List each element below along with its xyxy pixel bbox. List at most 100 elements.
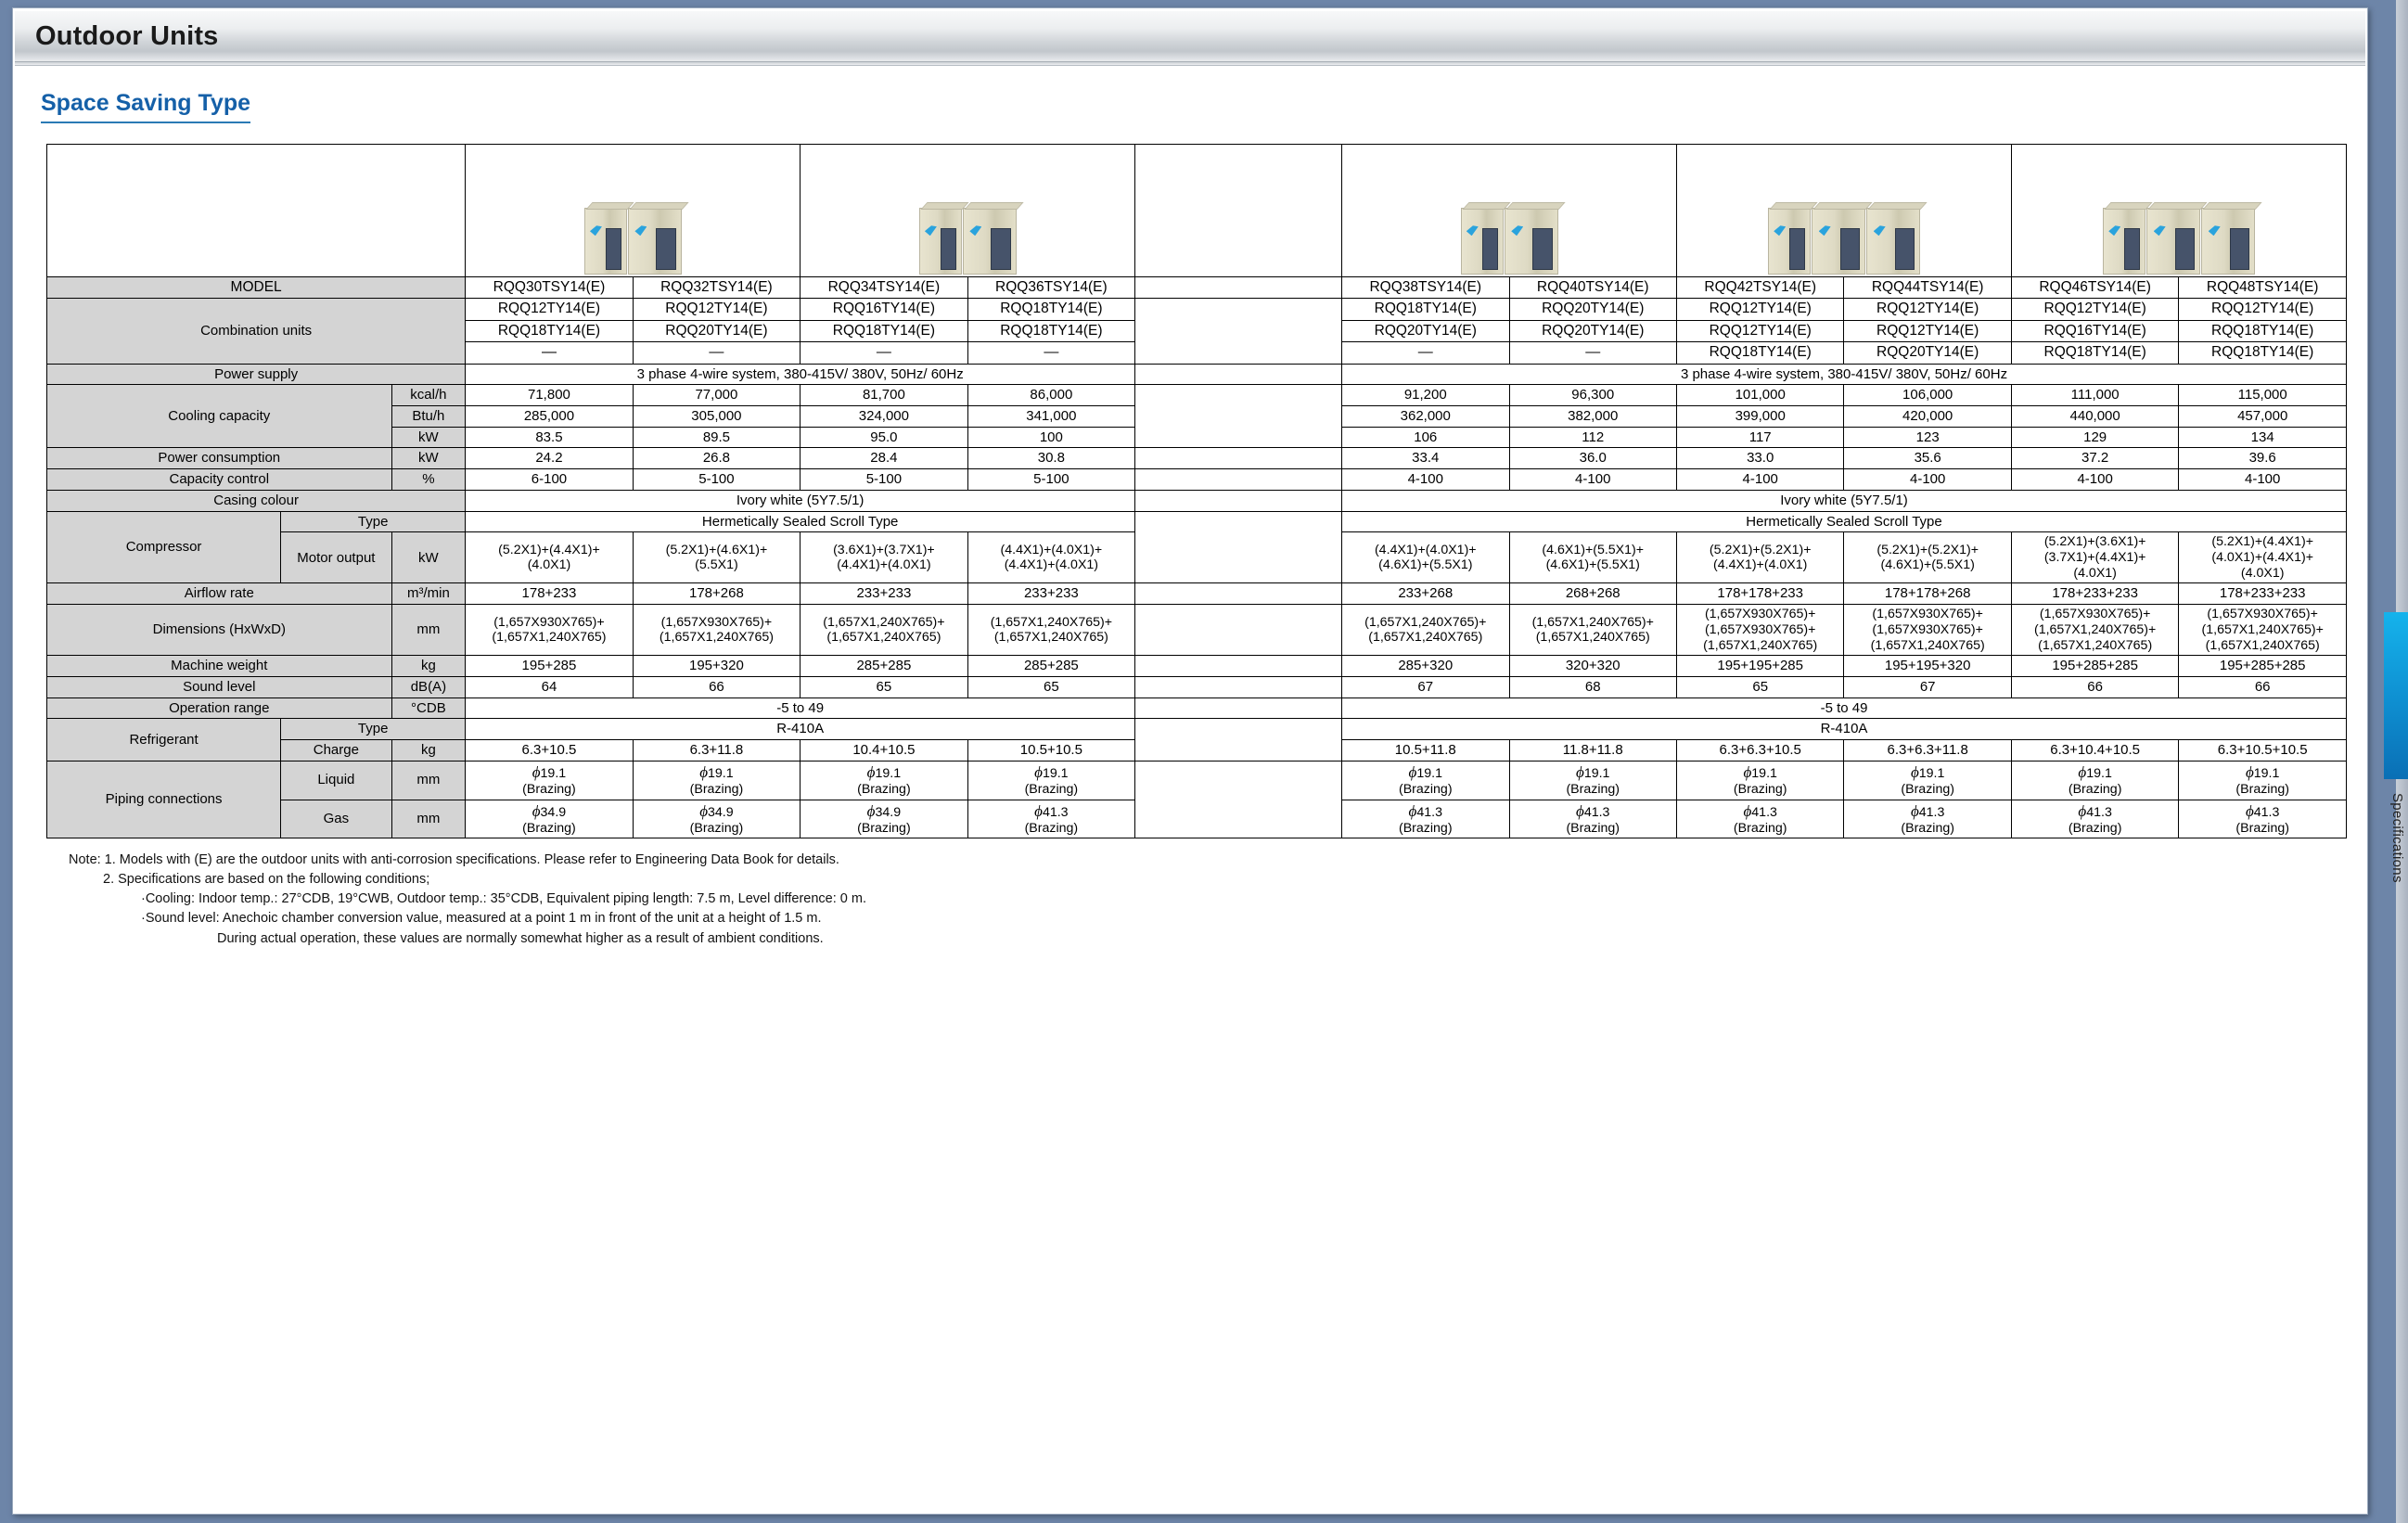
dimensions-label: Dimensions (HxWxD)	[46, 604, 392, 657]
product-image-cell	[2010, 144, 2348, 277]
piping-liquid-value: ϕ19.1 (Brazing)	[2010, 760, 2180, 800]
combination-unit-cell: RQQ16TY14(E)	[800, 298, 968, 321]
footnote-line-5: During actual operation, these values ar…	[217, 930, 824, 946]
refrigerant-charge-value: 6.3+6.3+11.8	[1843, 739, 2012, 762]
sound-level-value: 67	[1341, 676, 1510, 698]
capacity-control-value: 5-100	[967, 468, 1136, 491]
operation-range-label: Operation range	[46, 697, 392, 720]
diameter-icon: ϕ	[1910, 762, 1919, 781]
cooling-capacity-value: 86,000	[967, 384, 1136, 407]
refrigerant-type-row: Refrigerant Type R-410A R-410A	[45, 718, 2347, 762]
cooling-capacity-value: 305,000	[632, 405, 801, 428]
compressor-type-row: Compressor Type Hermetically Sealed Scroll…	[45, 510, 2347, 584]
piping-liquid-value: ϕ19.1 (Brazing)	[1675, 760, 1845, 800]
section-header: Space Saving Type	[13, 66, 2367, 123]
combination-unit-cell: RQQ12TY14(E)	[1675, 298, 1845, 321]
cooling-capacity-value: 106	[1341, 426, 1510, 449]
unit-label: mm	[391, 760, 467, 800]
diameter-icon: ϕ	[2245, 762, 2254, 781]
diameter-icon: ϕ	[699, 762, 709, 781]
cooling-capacity-value: 106,000	[1843, 384, 2012, 407]
combination-units-row: Combination units RQQ12TY14(E) RQQ12TY14(E…	[45, 298, 2347, 365]
machine-weight-value: 195+285	[465, 655, 634, 678]
diameter-icon: ϕ	[1743, 762, 1752, 781]
product-image	[2014, 147, 2344, 275]
power-consumption-value: 36.0	[1508, 447, 1677, 470]
machine-weight-label: Machine weight	[46, 655, 392, 678]
machine-weight-row: Machine weight kg 195+285 195+320 285+285 285…	[46, 655, 2347, 678]
capacity-control-label: Capacity control	[46, 468, 392, 491]
cooling-capacity-value: 457,000	[2178, 405, 2347, 428]
combination-unit-cell: RQQ12TY14(E)	[1843, 298, 2012, 321]
model-name-cell: RQQ44TSY14(E)	[1843, 275, 2012, 300]
airflow-rate-row: Airflow rate m³/min 178+233 178+268 233+233 2…	[46, 582, 2347, 606]
piping-liquid-value: ϕ19.1 (Brazing)	[967, 760, 1136, 800]
diameter-icon: ϕ	[1408, 762, 1417, 781]
piping-liquid-value: ϕ19.1 (Brazing)	[1843, 760, 2012, 800]
group-spacer-cell	[1134, 604, 1343, 657]
motor-output-value: (3.6X1)+(3.7X1)+ (4.4X1)+(4.0X1)	[800, 531, 968, 584]
refrigerant-type-value: R-410A	[465, 718, 1136, 741]
unit-label: mm	[391, 604, 467, 657]
machine-weight-value: 285+320	[1341, 655, 1510, 678]
piping-gas-value: ϕ34.9 (Brazing)	[465, 799, 634, 839]
sound-level-value: 66	[632, 676, 801, 698]
refrigerant-charge-row: Charge kg 6.3+10.5 6.3+11.8 10.4+10.5 10.5+10…	[47, 739, 2347, 762]
piping-gas-value: ϕ34.9 (Brazing)	[632, 799, 801, 839]
group-spacer-cell	[1134, 275, 1343, 300]
power-supply-value: 3 phase 4-wire system, 380-415V/ 380V, 5…	[1341, 363, 2347, 386]
sound-level-value: 65	[967, 676, 1136, 698]
dimensions-row: Dimensions (HxWxD) mm (1,657X930X765)+ (1,6…	[46, 604, 2347, 657]
combination-unit-cell: RQQ12TY14(E)	[1675, 319, 1845, 342]
product-image	[802, 147, 1133, 275]
cooling-capacity-value: 111,000	[2010, 384, 2180, 407]
combination-units-row: RQQ18TY14(E) RQQ20TY14(E) RQQ18TY14(E) RQQ1…	[47, 319, 2347, 342]
image-row-label-spacer	[45, 144, 467, 277]
group-spacer-cell	[1134, 760, 1343, 839]
machine-weight-value: 195+285+285	[2010, 655, 2180, 678]
product-image	[1344, 147, 1674, 275]
power-consumption-value: 28.4	[800, 447, 968, 470]
airflow-rate-value: 178+178+268	[1843, 582, 2012, 606]
product-image-cell	[465, 144, 801, 277]
model-name-cell: RQQ38TSY14(E)	[1341, 275, 1510, 300]
refrigerant-charge-value: 6.3+11.8	[632, 739, 801, 762]
diameter-icon: ϕ	[532, 801, 541, 820]
capacity-control-row: Capacity control% 6-100 5-100 5-100 5-100 4-1…	[46, 468, 2347, 491]
refrigerant-type-value: R-410A	[1341, 718, 2347, 741]
power-consumption-value: 24.2	[465, 447, 634, 470]
header-underline	[15, 62, 2365, 66]
power-consumption-value: 39.6	[2178, 447, 2347, 470]
refrigerant-charge-label: Charge	[280, 739, 392, 762]
diameter-icon: ϕ	[699, 801, 709, 820]
cooling-capacity-value: 399,000	[1675, 405, 1845, 428]
group-spacer-cell	[1134, 363, 1343, 386]
sound-level-row: Sound level dB(A) 64 66 65 65 67 68 65 67 66 66	[46, 676, 2347, 698]
power-supply-value: 3 phase 4-wire system, 380-415V/ 380V, 5…	[465, 363, 1136, 386]
power-consumption-value: 30.8	[967, 447, 1136, 470]
cooling-capacity-value: 123	[1843, 426, 2012, 449]
dimensions-value: (1,657X930X765)+ (1,657X930X765)+ (1,657X1…	[1843, 604, 2012, 657]
combination-units-row: — — — — — — RQQ18TY14(E) RQQ20TY14(E) RQQ18TY14(…	[47, 340, 2347, 365]
motor-output-value: (4.4X1)+(4.0X1)+ (4.4X1)+(4.0X1)	[967, 531, 1136, 584]
piping-liquid-value: ϕ19.1 (Brazing)	[800, 760, 968, 800]
dimensions-value: (1,657X930X765)+ (1,657X1,240X765)+ (1,657…	[2010, 604, 2180, 657]
cooling-capacity-row: Cooling capacity kcal/h 71,800 77,000 81,700…	[46, 384, 2347, 449]
unit-label: kg	[391, 739, 467, 762]
compressor-type-value: Hermetically Sealed Scroll Type	[1341, 510, 2347, 533]
piping-liquid-value: ϕ19.1 (Brazing)	[632, 760, 801, 800]
dimensions-value: (1,657X930X765)+ (1,657X1,240X765)+ (1,657…	[2178, 604, 2347, 657]
diameter-icon: ϕ	[1408, 801, 1417, 820]
airflow-rate-value: 233+233	[800, 582, 968, 606]
power-consumption-label: Power consumption	[46, 447, 392, 470]
product-image	[1679, 147, 2009, 275]
cooling-capacity-value: 129	[2010, 426, 2180, 449]
refrigerant-charge-value: 6.3+6.3+10.5	[1675, 739, 1845, 762]
document-page: Outdoor Units Space Saving Type MODEL RQQ…	[12, 7, 2368, 1515]
group-spacer-cell	[1134, 298, 1343, 365]
capacity-control-value: 5-100	[800, 468, 968, 491]
piping-gas-value: ϕ41.3 (Brazing)	[2178, 799, 2347, 839]
specifications-tab[interactable]	[2384, 612, 2408, 779]
footnote-line-4: ·Sound level: Anechoic chamber conversio…	[141, 911, 822, 927]
machine-weight-value: 195+285+285	[2178, 655, 2347, 678]
